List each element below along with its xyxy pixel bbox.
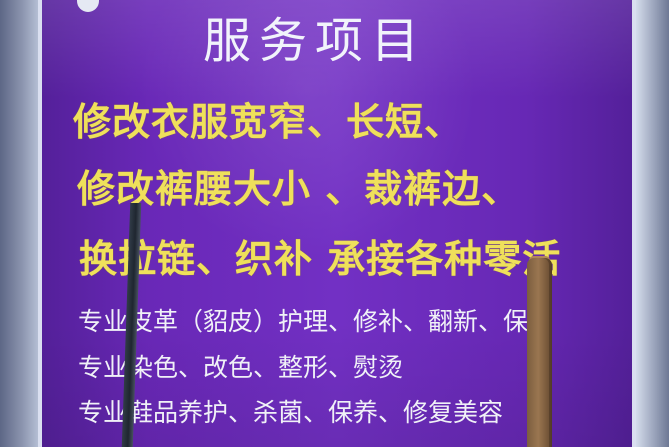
wooden-pole bbox=[527, 258, 552, 447]
mounting-screw bbox=[77, 0, 99, 12]
service-line-1: 修改衣服宽窄、长短、 bbox=[73, 100, 464, 144]
sign-title: 服务项目 bbox=[203, 13, 428, 69]
right-wall bbox=[635, 0, 669, 447]
left-wall bbox=[0, 0, 40, 447]
service-line-3: 换拉链、织补 承接各种零活 bbox=[79, 237, 562, 281]
service-line-4: 专业皮革（貂皮）护理、修补、翻新、保养 bbox=[78, 307, 554, 336]
service-line-6: 专业鞋品养护、杀菌、保养、修复美容 bbox=[78, 398, 504, 427]
service-line-2: 修改裤腰大小 、裁裤边、 bbox=[77, 167, 521, 211]
